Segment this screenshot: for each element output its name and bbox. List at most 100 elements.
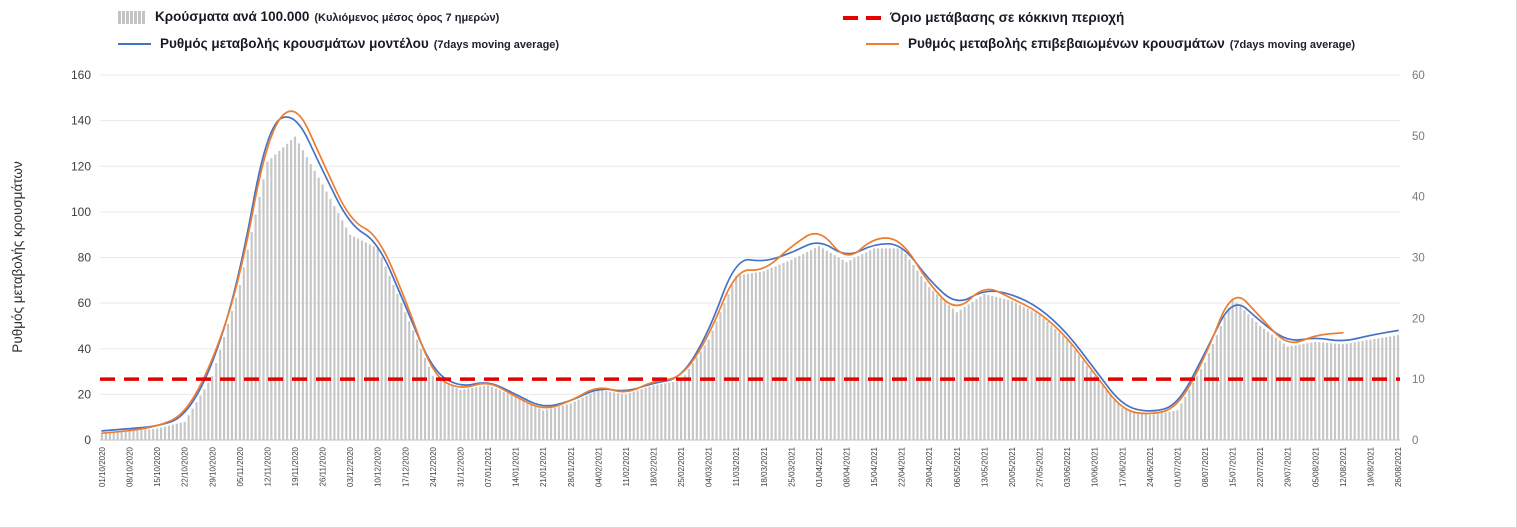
bar <box>1196 376 1199 440</box>
bar <box>431 376 434 440</box>
x-axis-tick-label: 04/02/2021 <box>594 446 603 487</box>
bar <box>936 294 939 440</box>
bar <box>699 351 702 440</box>
x-axis-tick-label: 19/08/2021 <box>1367 446 1376 487</box>
bar <box>616 393 620 440</box>
legend-label: Όριο μετάβασης σε κόκκινη περιοχή <box>890 9 1124 27</box>
x-axis-tick-label: 06/05/2021 <box>953 446 962 487</box>
bar <box>1239 306 1242 440</box>
bar <box>1329 343 1333 440</box>
bar <box>534 406 537 440</box>
bar <box>955 312 958 440</box>
bar <box>1168 411 1171 440</box>
x-axis-tick-label: 31/12/2020 <box>457 446 466 487</box>
legend-label: Ρυθμός μεταβολής κρουσμάτων μοντέλου (7da… <box>160 35 559 53</box>
bar <box>223 337 226 440</box>
legend-label-sub: (7days moving average) <box>1229 39 1356 51</box>
x-axis-tick-label: 08/04/2021 <box>843 446 852 487</box>
x-axis-tick-label: 24/06/2021 <box>1146 446 1155 487</box>
bar <box>349 234 352 440</box>
bar <box>778 264 781 440</box>
bar <box>1337 343 1341 440</box>
bar <box>664 383 667 440</box>
bar <box>1235 302 1238 440</box>
bar <box>790 259 793 440</box>
bar <box>412 330 415 440</box>
x-axis-tick-label: 05/08/2021 <box>1311 446 1320 487</box>
bar <box>999 297 1002 440</box>
bar <box>242 267 245 440</box>
bar <box>1294 345 1297 440</box>
bar <box>1085 365 1088 440</box>
bar <box>1093 376 1096 440</box>
bar <box>983 294 986 440</box>
x-axis-tick-label: 25/02/2021 <box>677 446 686 487</box>
bar <box>1259 325 1262 440</box>
legend-label-sub: (Κυλιόμενος μέσος όρος 7 ημερών) <box>314 12 500 24</box>
bar <box>258 196 261 440</box>
x-axis-tick-label: 27/05/2021 <box>1036 446 1045 487</box>
x-axis-tick-label: 15/07/2021 <box>1229 446 1238 487</box>
bar <box>1077 355 1081 440</box>
orange-line-swatch-icon <box>866 43 899 45</box>
bar <box>144 429 147 440</box>
left-axis-tick-label: 80 <box>78 251 92 265</box>
x-axis-tick-label: 07/01/2021 <box>484 446 493 487</box>
bar <box>880 248 884 440</box>
bar <box>687 368 691 440</box>
bar <box>865 252 868 440</box>
x-axis-tick-label: 17/06/2021 <box>1118 446 1127 487</box>
bar <box>624 394 627 440</box>
bar <box>1203 362 1207 440</box>
bar <box>672 381 675 440</box>
bar <box>577 399 580 440</box>
bar <box>1231 298 1234 440</box>
bar <box>341 220 344 440</box>
bar <box>1152 414 1155 440</box>
bar <box>486 385 490 440</box>
bar <box>226 323 230 440</box>
bar <box>1180 403 1183 440</box>
bar <box>1361 340 1364 440</box>
bar <box>1381 337 1384 440</box>
bar <box>1089 370 1092 440</box>
x-axis-tick-label: 15/04/2021 <box>870 446 879 487</box>
bar <box>581 397 584 440</box>
x-axis-tick-label: 18/03/2021 <box>760 446 769 487</box>
left-axis-tick-label: 140 <box>71 114 91 128</box>
bar <box>1121 408 1124 440</box>
bar <box>451 385 454 440</box>
bar <box>1349 342 1352 440</box>
model-rate-line <box>101 116 1399 432</box>
bar <box>309 163 312 440</box>
x-axis-tick-label: 08/10/2020 <box>126 446 135 487</box>
bar <box>1219 325 1222 440</box>
bar <box>238 284 241 440</box>
bar <box>175 423 178 440</box>
bar <box>632 391 635 440</box>
bar <box>731 284 734 440</box>
bar <box>459 389 462 440</box>
bar <box>329 198 332 440</box>
x-axis-tick-label: 10/12/2020 <box>374 446 383 487</box>
bar <box>967 304 970 440</box>
bar <box>408 321 411 440</box>
bar <box>384 266 387 440</box>
bar <box>1270 334 1274 440</box>
bar <box>888 248 891 440</box>
bar <box>1255 322 1258 440</box>
legend-label: Κρούσματα ανά 100.000 (Κυλιόμενος μέσος ό… <box>155 8 499 26</box>
bar <box>380 257 383 440</box>
x-axis-tick-label: 01/04/2021 <box>815 446 824 487</box>
bar <box>1298 344 1301 440</box>
bar <box>766 269 769 440</box>
right-axis-tick-label: 20 <box>1412 313 1425 325</box>
bar <box>857 256 860 440</box>
bar <box>199 395 202 440</box>
bar <box>979 296 982 440</box>
bar <box>297 143 301 440</box>
x-axis-tick-label: 12/08/2021 <box>1339 446 1348 487</box>
x-axis-tick-label: 15/10/2020 <box>153 446 162 487</box>
bar <box>1014 302 1017 440</box>
x-axis-tick-label: 11/02/2021 <box>622 446 631 486</box>
